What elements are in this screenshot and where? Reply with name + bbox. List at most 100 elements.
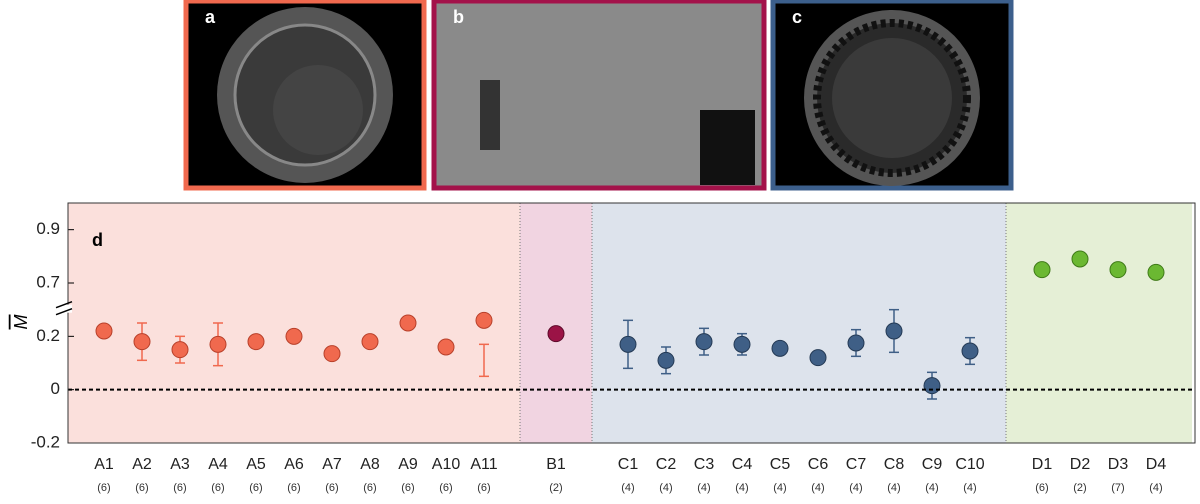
y-tick-label: 0.9 bbox=[36, 219, 60, 238]
sample-size: (6) bbox=[249, 482, 262, 494]
x-tick-label: C8 bbox=[884, 456, 905, 473]
sample-size: (6) bbox=[1035, 482, 1048, 494]
panel-b: b bbox=[431, 0, 767, 191]
point bbox=[171, 341, 189, 359]
sample-size: (2) bbox=[1073, 482, 1086, 494]
point bbox=[285, 327, 303, 345]
point bbox=[657, 351, 675, 369]
panel-label: b bbox=[453, 7, 464, 27]
point bbox=[361, 333, 379, 351]
y-tick-label: 0.2 bbox=[36, 326, 60, 345]
panel-label: c bbox=[792, 7, 802, 27]
x-tick-label: D2 bbox=[1070, 456, 1091, 473]
point bbox=[771, 339, 789, 357]
sample-size: (6) bbox=[287, 482, 300, 494]
x-tick-label: B1 bbox=[546, 456, 566, 473]
point bbox=[547, 325, 565, 343]
x-tick-label: A8 bbox=[360, 456, 380, 473]
point bbox=[923, 377, 941, 395]
x-tick-label: A4 bbox=[208, 456, 228, 473]
point bbox=[733, 335, 751, 353]
sample-size: (4) bbox=[925, 482, 938, 494]
point bbox=[399, 314, 417, 332]
sample-size: (6) bbox=[401, 482, 414, 494]
axis-break bbox=[55, 300, 73, 309]
x-tick-label: A6 bbox=[284, 456, 304, 473]
x-tick-label: C3 bbox=[694, 456, 715, 473]
group-background bbox=[1006, 203, 1192, 443]
x-tick-label: A1 bbox=[94, 456, 114, 473]
point bbox=[1033, 261, 1051, 279]
panel-label: d bbox=[92, 230, 103, 250]
x-tick-label: C4 bbox=[732, 456, 753, 473]
point bbox=[847, 334, 865, 352]
x-tick-label: C9 bbox=[922, 456, 943, 473]
chart: A1 (6) A2 (6) A3 (6) A4 (6) A5 (6) A6 (6) A7 (6) A8 (6)… bbox=[11, 202, 1196, 494]
sample-size: (4) bbox=[849, 482, 862, 494]
y-tick-label: 0 bbox=[51, 379, 60, 398]
sample-size: (4) bbox=[811, 482, 824, 494]
sample-size: (6) bbox=[363, 482, 376, 494]
point bbox=[475, 311, 493, 329]
x-tick-label: D4 bbox=[1146, 456, 1167, 473]
x-tick-label: A5 bbox=[246, 456, 266, 473]
backgrounds bbox=[68, 203, 1192, 443]
sample-size: (6) bbox=[173, 482, 186, 494]
group-background bbox=[68, 203, 520, 443]
x-tick-label: C1 bbox=[618, 456, 639, 473]
x-tick-label: A3 bbox=[170, 456, 190, 473]
point bbox=[1071, 250, 1089, 268]
panel-a: a bbox=[183, 0, 427, 191]
x-tick-label: A2 bbox=[132, 456, 152, 473]
point bbox=[695, 333, 713, 351]
axis-break-gap bbox=[58, 304, 72, 313]
axis-break bbox=[55, 307, 73, 316]
panel-c: c bbox=[770, 0, 1014, 191]
point bbox=[619, 335, 637, 353]
sample-size: (4) bbox=[659, 482, 672, 494]
x-tick-label: A9 bbox=[398, 456, 418, 473]
x-tick-label: D3 bbox=[1108, 456, 1129, 473]
x-tick-label: D1 bbox=[1032, 456, 1053, 473]
y-axis-label: M bbox=[11, 315, 31, 330]
panel-label: a bbox=[205, 7, 216, 27]
sample-size: (4) bbox=[697, 482, 710, 494]
point bbox=[961, 342, 979, 360]
sample-size: (6) bbox=[325, 482, 338, 494]
y-tick-label: 0.7 bbox=[36, 272, 60, 291]
sample-size: (6) bbox=[439, 482, 452, 494]
x-tick-label: C5 bbox=[770, 456, 791, 473]
sample-size: (6) bbox=[477, 482, 490, 494]
sample-size: (7) bbox=[1111, 482, 1124, 494]
x-tick-label: C7 bbox=[846, 456, 867, 473]
point bbox=[1147, 263, 1165, 281]
y-tick-label: -0.2 bbox=[31, 432, 60, 451]
point bbox=[209, 335, 227, 353]
sample-size: (4) bbox=[735, 482, 748, 494]
sample-size: (4) bbox=[621, 482, 634, 494]
x-tick-label: A7 bbox=[322, 456, 342, 473]
group-background bbox=[592, 203, 1006, 443]
x-tick-label: C10 bbox=[955, 456, 984, 473]
point bbox=[1109, 261, 1127, 279]
sample-size: (6) bbox=[97, 482, 110, 494]
point bbox=[133, 333, 151, 351]
sample-size: (4) bbox=[887, 482, 900, 494]
x-tick-label: C6 bbox=[808, 456, 829, 473]
point bbox=[437, 338, 455, 356]
plot-frame bbox=[67, 202, 1196, 444]
point bbox=[885, 322, 903, 340]
x-tick-label: A11 bbox=[470, 456, 497, 473]
point bbox=[95, 322, 113, 340]
x-tick-label: A10 bbox=[432, 456, 461, 473]
sample-size: (4) bbox=[1149, 482, 1162, 494]
point bbox=[809, 349, 827, 367]
group-background bbox=[520, 203, 592, 443]
point bbox=[247, 333, 265, 351]
sample-size: (4) bbox=[963, 482, 976, 494]
sample-size: (4) bbox=[773, 482, 786, 494]
sample-size: (6) bbox=[135, 482, 148, 494]
sample-size: (2) bbox=[549, 482, 562, 494]
point bbox=[323, 345, 341, 363]
